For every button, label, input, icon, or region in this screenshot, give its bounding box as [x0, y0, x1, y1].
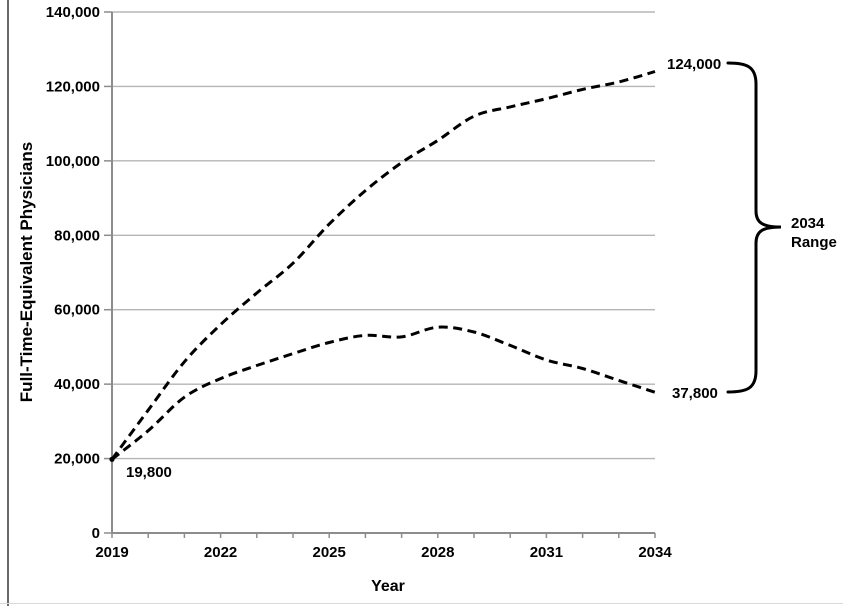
range-brace-label-line1: 2034 [791, 215, 825, 232]
low-projection-line [111, 325, 656, 461]
window-bottom-border [0, 603, 843, 604]
x-tick-label: 2019 [95, 544, 128, 561]
data-series [109, 70, 656, 462]
high-projection-line [110, 70, 656, 461]
x-tick-label: 2034 [638, 544, 672, 561]
y-tick-label: 40,000 [54, 376, 100, 393]
x-tick-label: 2028 [421, 544, 454, 561]
x-tick-label: 2031 [530, 544, 563, 561]
x-tick-label: 2022 [204, 544, 237, 561]
axes [111, 12, 655, 534]
axis-ticks [104, 11, 656, 538]
y-tick-label: 120,000 [46, 78, 100, 95]
range-brace-label-line2: Range [791, 234, 837, 251]
y-tick-label: 60,000 [54, 302, 100, 319]
x-tick-label: 2025 [313, 544, 346, 561]
y-tick-label: 80,000 [54, 227, 100, 244]
window-left-border [7, 0, 9, 606]
y-axis-title: Full-Time-Equivalent Physicians [17, 142, 36, 402]
y-tick-label: 20,000 [54, 451, 100, 468]
start-value-label: 19,800 [126, 464, 172, 481]
start-point-marker [109, 456, 115, 462]
x-tick-labels: 2019 2022 2025 2028 2031 2034 [95, 544, 672, 561]
x-axis-title: Year [371, 578, 405, 595]
y-tick-label: 140,000 [46, 4, 100, 21]
range-brace [726, 61, 782, 394]
y-tick-label: 0 [92, 525, 100, 542]
gridlines [112, 11, 655, 460]
low-end-value-label: 37,800 [672, 385, 718, 402]
y-tick-label: 100,000 [46, 153, 100, 170]
high-end-value-label: 124,000 [667, 56, 721, 73]
y-tick-labels: 0 20,000 40,000 60,000 80,000 100,000 120,000 1… [46, 4, 100, 542]
